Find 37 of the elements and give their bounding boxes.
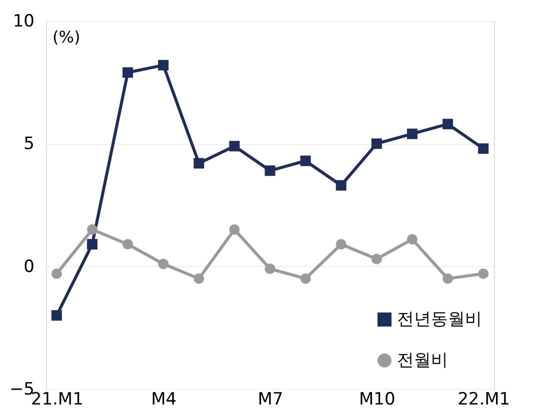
point bbox=[122, 67, 134, 78]
point bbox=[406, 128, 418, 140]
point bbox=[158, 60, 169, 70]
point bbox=[122, 239, 134, 250]
point bbox=[478, 143, 489, 154]
x-tick-label: M10 bbox=[359, 390, 396, 410]
point bbox=[371, 138, 382, 149]
legend-label: 전년동월비 bbox=[397, 310, 482, 330]
y-tick-label: 0 bbox=[24, 256, 34, 277]
point bbox=[194, 273, 204, 284]
point bbox=[86, 239, 98, 250]
point bbox=[406, 234, 418, 245]
point bbox=[264, 165, 276, 176]
point bbox=[51, 268, 62, 279]
x-tick-label: M4 bbox=[151, 390, 177, 410]
point bbox=[229, 224, 240, 235]
legend-label: 전월비 bbox=[397, 350, 448, 370]
point bbox=[371, 254, 382, 264]
point bbox=[194, 158, 204, 169]
point bbox=[51, 310, 62, 321]
point bbox=[478, 268, 489, 279]
y-axis-title: (%) bbox=[52, 28, 80, 46]
y-tick-label: −5 bbox=[9, 380, 34, 400]
y-tick-label: 10 bbox=[12, 12, 34, 32]
point bbox=[300, 273, 311, 284]
point bbox=[336, 180, 346, 191]
point bbox=[158, 258, 169, 270]
point bbox=[86, 224, 98, 235]
point bbox=[229, 140, 240, 152]
point bbox=[442, 118, 454, 130]
x-tick-label: 22.M1 bbox=[458, 390, 510, 410]
point bbox=[300, 156, 311, 166]
x-tick-label: M7 bbox=[258, 390, 284, 410]
point bbox=[264, 264, 276, 274]
y-tick-label: 5 bbox=[24, 134, 34, 154]
point bbox=[336, 239, 346, 250]
point bbox=[442, 273, 454, 284]
